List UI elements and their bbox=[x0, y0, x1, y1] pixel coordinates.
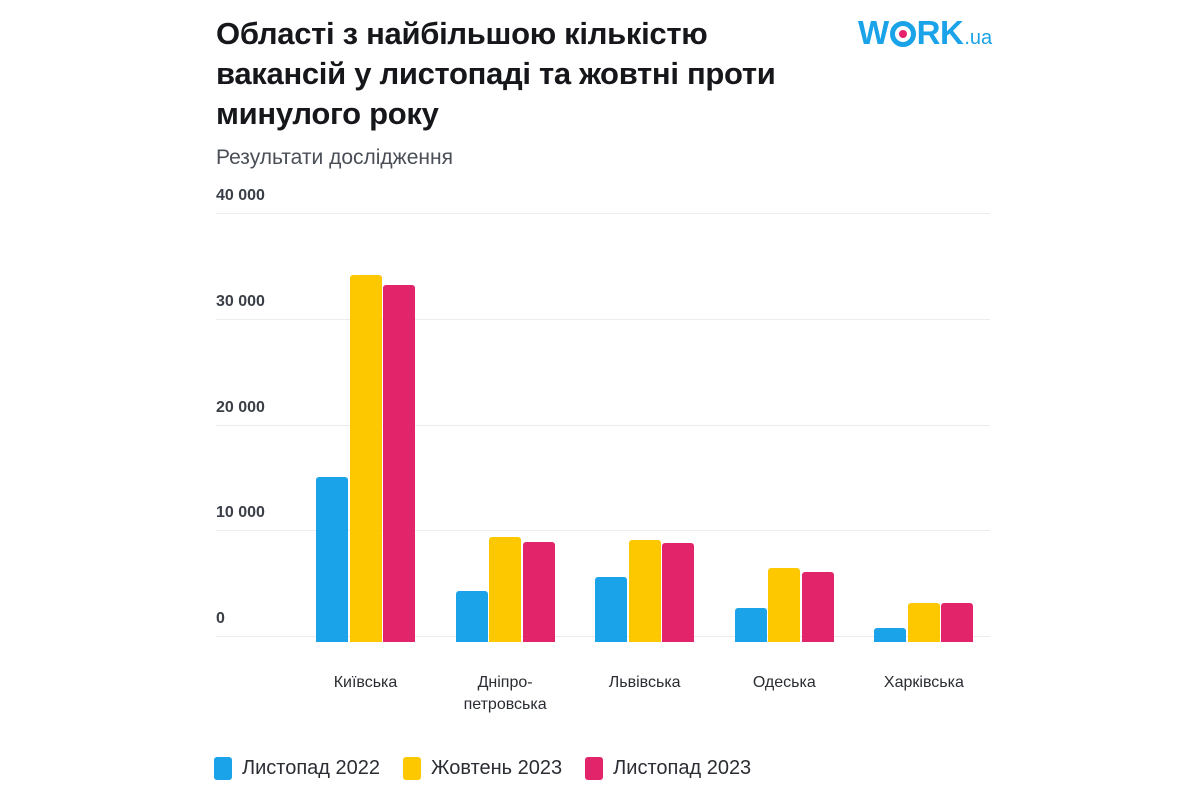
bar[interactable] bbox=[874, 627, 907, 642]
bar[interactable] bbox=[941, 603, 974, 642]
bar[interactable] bbox=[383, 284, 415, 642]
bar[interactable] bbox=[349, 275, 382, 642]
bar[interactable] bbox=[489, 537, 522, 642]
legend-item[interactable]: Жовтень 2023 bbox=[403, 757, 562, 780]
legend-item[interactable]: Листопад 2022 bbox=[214, 757, 380, 780]
legend-swatch-icon bbox=[585, 757, 604, 780]
legend-swatch-icon bbox=[403, 757, 422, 780]
bar[interactable] bbox=[628, 539, 661, 642]
logo-target-icon bbox=[889, 21, 916, 47]
y-tick-label: 40 000 bbox=[216, 187, 265, 204]
gridline bbox=[216, 530, 990, 532]
x-category-label: Харківська bbox=[859, 672, 989, 694]
logo-text-right: RK bbox=[916, 14, 964, 51]
bar[interactable] bbox=[522, 541, 555, 642]
gridline bbox=[216, 318, 990, 320]
y-tick-label: 20 000 bbox=[216, 398, 265, 416]
x-category-label-line: Харківська bbox=[883, 674, 964, 691]
bar[interactable] bbox=[316, 477, 348, 642]
x-category-label-line: Київська bbox=[333, 674, 398, 691]
x-category-label: Київська bbox=[301, 672, 431, 694]
x-category-label: Дніпро-петровська bbox=[440, 672, 570, 716]
logo-text-left: W bbox=[858, 14, 889, 51]
gridline bbox=[216, 213, 990, 214]
y-tick-label: 30 000 bbox=[216, 292, 265, 310]
y-tick-label: 0 bbox=[216, 610, 225, 627]
chart-title: Області з найбільшою кількістю вакансій … bbox=[216, 16, 776, 131]
legend-item[interactable]: Листопад 2023 bbox=[585, 757, 751, 780]
x-category-label: Львівська bbox=[580, 672, 710, 694]
bar[interactable] bbox=[595, 576, 628, 642]
gridline bbox=[216, 424, 990, 426]
chart-legend: Листопад 2022 Жовтень 2023 Листопад 2023 bbox=[214, 757, 774, 780]
x-category-label: Одеська bbox=[719, 672, 849, 694]
bar[interactable] bbox=[907, 603, 940, 642]
x-category-label-line: петровська bbox=[463, 696, 547, 713]
bar[interactable] bbox=[801, 572, 834, 642]
bar[interactable] bbox=[455, 591, 488, 642]
x-category-label-line: Одеська bbox=[752, 674, 816, 691]
legend-label: Листопад 2022 bbox=[242, 757, 381, 779]
bar[interactable] bbox=[662, 542, 695, 642]
legend-swatch-icon bbox=[214, 757, 232, 780]
logo-suffix: .ua bbox=[964, 27, 993, 49]
x-category-label-line: Дніпро- bbox=[477, 674, 533, 691]
legend-label: Жовтень 2023 bbox=[431, 757, 563, 779]
bar[interactable] bbox=[768, 568, 801, 642]
bar[interactable] bbox=[734, 607, 767, 642]
y-tick-label: 10 000 bbox=[216, 504, 265, 522]
work-ua-logo: W RK .ua bbox=[858, 14, 992, 54]
legend-label: Листопад 2023 bbox=[613, 757, 752, 779]
chart-subtitle: Результати дослідження bbox=[216, 146, 453, 169]
x-category-label-line: Львівська bbox=[608, 674, 681, 691]
